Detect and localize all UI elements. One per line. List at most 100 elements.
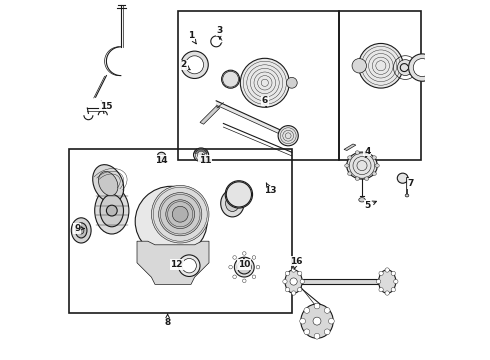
Circle shape [286, 77, 297, 88]
Circle shape [300, 279, 304, 284]
Ellipse shape [225, 195, 239, 211]
Circle shape [172, 206, 188, 222]
Text: 4: 4 [364, 147, 370, 157]
Circle shape [314, 303, 320, 309]
Ellipse shape [375, 164, 379, 167]
Circle shape [229, 265, 232, 269]
Ellipse shape [372, 172, 376, 175]
Circle shape [186, 56, 204, 74]
Circle shape [292, 268, 296, 272]
Circle shape [166, 200, 195, 229]
Ellipse shape [359, 198, 365, 202]
Circle shape [352, 59, 367, 73]
Polygon shape [137, 241, 209, 284]
Circle shape [391, 271, 395, 275]
Bar [339, 11, 421, 160]
Circle shape [297, 271, 302, 275]
Circle shape [159, 193, 202, 236]
Text: 7: 7 [407, 177, 414, 188]
Text: 13: 13 [264, 183, 276, 195]
Ellipse shape [75, 223, 87, 238]
Ellipse shape [285, 270, 302, 293]
Circle shape [283, 279, 287, 284]
Ellipse shape [290, 278, 297, 285]
Ellipse shape [379, 270, 396, 293]
Circle shape [379, 271, 383, 275]
Circle shape [314, 333, 320, 339]
Circle shape [233, 256, 236, 259]
Circle shape [391, 288, 395, 292]
Ellipse shape [365, 151, 369, 154]
Circle shape [233, 275, 236, 279]
Text: 5: 5 [364, 201, 376, 210]
Circle shape [285, 271, 290, 275]
Circle shape [225, 181, 252, 208]
Polygon shape [200, 106, 220, 124]
Circle shape [359, 44, 403, 88]
Ellipse shape [347, 156, 352, 159]
Text: 15: 15 [100, 101, 113, 111]
Ellipse shape [405, 194, 409, 197]
Ellipse shape [106, 205, 117, 216]
Circle shape [292, 291, 296, 295]
Ellipse shape [345, 164, 349, 167]
Text: 3: 3 [217, 26, 223, 39]
Bar [178, 11, 339, 160]
Polygon shape [216, 101, 295, 141]
Circle shape [393, 279, 398, 284]
Circle shape [181, 51, 208, 78]
Ellipse shape [238, 260, 251, 274]
Circle shape [252, 275, 256, 279]
Ellipse shape [194, 148, 209, 162]
Ellipse shape [100, 194, 123, 227]
Circle shape [324, 329, 330, 335]
Ellipse shape [355, 151, 360, 154]
Text: 2: 2 [181, 60, 190, 70]
Ellipse shape [220, 190, 244, 217]
Circle shape [243, 252, 246, 255]
Ellipse shape [234, 257, 254, 277]
Text: 12: 12 [171, 260, 184, 269]
Ellipse shape [355, 177, 360, 180]
Circle shape [379, 288, 383, 292]
Circle shape [285, 288, 290, 292]
Circle shape [222, 71, 239, 87]
Circle shape [252, 256, 256, 259]
Ellipse shape [93, 165, 123, 203]
Circle shape [304, 329, 310, 335]
Circle shape [409, 54, 436, 81]
Text: 8: 8 [165, 314, 171, 328]
Ellipse shape [313, 317, 321, 325]
Text: 16: 16 [290, 256, 302, 269]
Polygon shape [344, 144, 356, 150]
Ellipse shape [347, 152, 377, 179]
Circle shape [324, 307, 330, 313]
Ellipse shape [78, 227, 84, 234]
Ellipse shape [347, 172, 352, 175]
Circle shape [240, 58, 289, 107]
Ellipse shape [98, 172, 118, 195]
Ellipse shape [135, 186, 207, 256]
Circle shape [278, 126, 298, 146]
Circle shape [178, 255, 200, 276]
Circle shape [385, 291, 390, 295]
Circle shape [385, 268, 390, 272]
Circle shape [182, 258, 196, 273]
Text: 1: 1 [188, 31, 196, 44]
Circle shape [397, 60, 413, 76]
Circle shape [304, 307, 310, 313]
Text: 11: 11 [199, 154, 212, 165]
Ellipse shape [397, 173, 408, 183]
Ellipse shape [157, 152, 166, 159]
Text: 10: 10 [238, 258, 250, 269]
Text: 6: 6 [262, 96, 268, 107]
Circle shape [413, 59, 431, 77]
Circle shape [328, 318, 334, 324]
Circle shape [376, 279, 381, 284]
Circle shape [256, 265, 260, 269]
Circle shape [243, 279, 246, 283]
Text: 14: 14 [155, 156, 168, 165]
Ellipse shape [372, 156, 376, 159]
Text: 9: 9 [74, 224, 84, 233]
Ellipse shape [95, 187, 129, 234]
